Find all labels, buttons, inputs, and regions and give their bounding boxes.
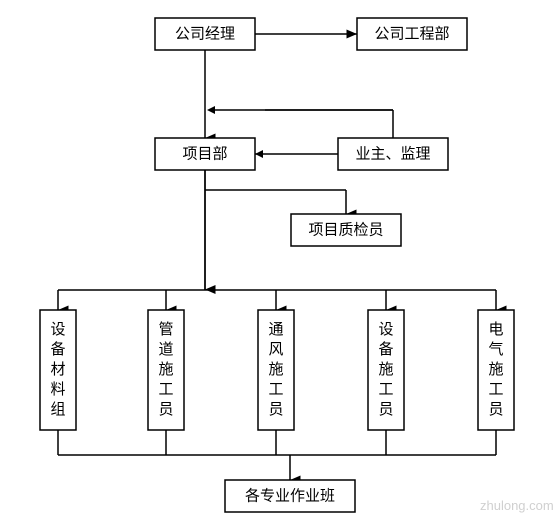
elec-char: 员 [488,402,503,418]
edge-owner-proj-head [255,150,263,158]
owner-label: 业主、监理 [355,145,430,162]
vent-char: 员 [268,402,283,418]
pipe-char: 道 [158,341,173,358]
manager-label: 公司经理 [175,25,235,42]
vent-char: 风 [268,341,283,358]
equip_con-char: 设 [378,321,393,338]
equip_con-char: 备 [378,341,393,358]
equip_mat-char: 组 [50,401,65,418]
elec-char: 工 [488,382,503,398]
eng-dept-label: 公司工程部 [374,25,449,42]
elec-char: 气 [488,341,503,358]
pipe-char: 施 [158,361,173,378]
equip_mat-char: 料 [50,381,65,398]
pipe-char: 员 [158,402,173,418]
elec-char: 电 [488,321,503,338]
equip_con-char: 工 [378,382,393,398]
pipe-char: 管 [158,321,173,338]
vent-char: 通 [268,321,283,338]
vent-char: 工 [268,382,283,398]
equip_con-char: 员 [378,402,393,418]
qc-label: 项目质检员 [308,221,383,238]
equip_mat-char: 材 [50,361,65,378]
elec-char: 施 [488,361,503,378]
equip_con-char: 施 [378,361,393,378]
workteam-label: 各专业作业班 [245,487,335,504]
edge-owner-loop-head2 [207,106,215,114]
equip_mat-char: 设 [50,321,65,338]
equip_mat-char: 备 [50,341,65,358]
watermark: zhulong.com [480,498,554,513]
pipe-char: 工 [158,382,173,398]
proj-dept-label: 项目部 [182,145,227,162]
vent-char: 施 [268,361,283,378]
